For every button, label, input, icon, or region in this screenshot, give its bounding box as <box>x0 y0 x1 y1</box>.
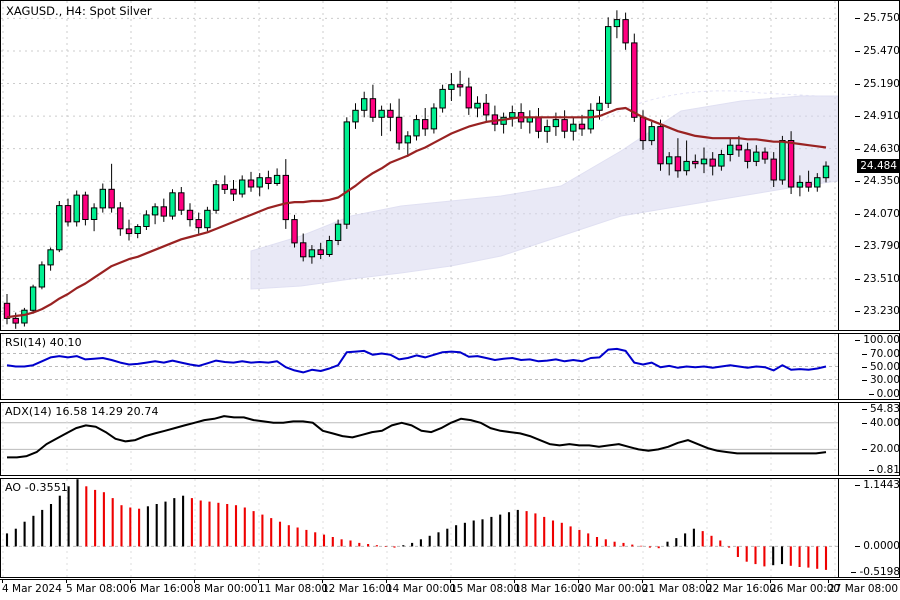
adx-panel[interactable]: ADX(14) 16.58 14.29 20.74 54.83 40.00 20.0… <box>0 402 900 476</box>
adx-chart-svg <box>1 403 838 475</box>
axis-tick-mark <box>855 181 861 183</box>
time-axis-label: 27 Mar 08:00 <box>828 579 898 595</box>
axis-tick-label: 40.00 <box>861 417 900 429</box>
axis-tick-mark <box>861 422 867 424</box>
time-axis-tick <box>322 579 323 583</box>
axis-tick-mark <box>855 546 861 548</box>
time-axis-tick <box>514 579 515 583</box>
axis-tick-label: 0.00 <box>868 388 900 400</box>
time-axis-tick <box>642 579 643 583</box>
axis-tick-mark <box>855 50 861 52</box>
axis-tick-label: 23.510 <box>855 273 900 285</box>
axis-tick-label: 30.00 <box>861 374 900 386</box>
axis-tick-label: -0.5198 <box>851 566 900 578</box>
axis-tick-label: 24.070 <box>855 208 900 220</box>
rsi-chart-svg <box>1 334 838 399</box>
ao-y-axis[interactable]: 1.1443 0.0000 -0.5198 <box>838 479 900 578</box>
axis-tick-label: 24.630 <box>855 143 900 155</box>
axis-tick-mark <box>855 311 861 313</box>
axis-tick-label: 24.910 <box>855 110 900 122</box>
axis-tick-mark <box>861 353 867 355</box>
time-axis-label: 8 Mar 00:00 <box>194 579 257 595</box>
axis-tick-label: 1.1443 <box>855 479 900 491</box>
axis-tick-mark <box>855 213 861 215</box>
axis-tick-label: 50.00 <box>861 361 900 373</box>
axis-tick-label: 100.00 <box>855 334 900 346</box>
price-panel[interactable]: XAGUSD., H4: Spot Silver 25.750 25.470 25.… <box>0 0 900 331</box>
axis-tick-label: 54.83 <box>861 403 900 415</box>
time-axis-label: 4 Mar 2024 <box>2 579 62 595</box>
rsi-label: RSI(14) 40.10 <box>5 336 82 349</box>
time-axis-tick <box>450 579 451 583</box>
chart-title: XAGUSD., H4: Spot Silver <box>6 4 152 18</box>
time-axis-label: 22 Mar 16:00 <box>706 579 776 595</box>
axis-tick-mark <box>855 116 861 118</box>
axis-tick-mark <box>855 246 861 248</box>
axis-tick-mark <box>861 409 867 410</box>
axis-tick-label: 25.470 <box>855 45 900 57</box>
adx-plot-area[interactable] <box>1 403 899 475</box>
axis-tick-label: 24.350 <box>855 175 900 187</box>
ma-line <box>6 106 827 319</box>
adx-line <box>7 415 827 459</box>
ao-panel[interactable]: AO -0.3551 1.1443 0.0000 -0.5198 <box>0 478 900 578</box>
time-axis-label: 14 Mar 00:00 <box>386 579 456 595</box>
adx-y-axis[interactable]: 54.83 40.00 20.00 0.81 <box>838 403 900 476</box>
time-axis-tick <box>66 579 67 583</box>
axis-tick-mark <box>868 394 874 395</box>
axis-tick-label: 20.00 <box>861 443 900 455</box>
axis-tick-label: 23.230 <box>855 305 900 317</box>
ichimoku-cloud <box>250 90 838 290</box>
adx-label: ADX(14) 16.58 14.29 20.74 <box>5 405 159 418</box>
rsi-plot-area[interactable] <box>1 334 899 399</box>
axis-tick-mark <box>855 340 861 341</box>
price-chart-svg <box>1 1 838 330</box>
ao-chart-svg <box>1 479 838 577</box>
time-axis-tick <box>386 579 387 583</box>
axis-tick-mark <box>855 278 861 280</box>
axis-tick-mark <box>855 148 861 150</box>
axis-tick-label: 0.0000 <box>855 540 900 552</box>
axis-tick-label: 25.190 <box>855 78 900 90</box>
current-price-tag: 24.484 <box>857 158 900 173</box>
rsi-panel[interactable]: RSI(14) 40.10 100.00 70.00 50.00 30.00 0.00 <box>0 333 900 400</box>
rsi-line <box>6 347 827 374</box>
axis-tick-label: 0.81 <box>868 464 900 476</box>
axis-tick-mark <box>861 379 867 381</box>
time-axis-label: 12 Mar 16:00 <box>322 579 392 595</box>
rsi-y-axis[interactable]: 100.00 70.00 50.00 30.00 0.00 <box>838 334 900 400</box>
time-axis-tick <box>258 579 259 583</box>
time-axis-tick <box>828 579 829 583</box>
time-axis-tick <box>706 579 707 583</box>
ao-plot-area[interactable] <box>1 479 899 577</box>
axis-tick-mark <box>868 470 874 471</box>
time-axis-tick <box>770 579 771 583</box>
axis-tick-mark <box>861 366 867 368</box>
time-axis-label: 15 Mar 08:00 <box>450 579 520 595</box>
time-axis-label: 26 Mar 00:00 <box>770 579 840 595</box>
axis-tick-mark <box>851 572 857 573</box>
time-axis-label: 11 Mar 08:00 <box>258 579 328 595</box>
axis-tick-mark <box>855 83 861 85</box>
axis-tick-mark <box>861 449 867 451</box>
axis-tick-mark <box>855 18 861 20</box>
time-axis-tick <box>194 579 195 583</box>
axis-tick-label: 70.00 <box>861 348 900 360</box>
time-axis-label: 6 Mar 16:00 <box>130 579 193 595</box>
time-axis-label: 20 Mar 00:00 <box>578 579 648 595</box>
axis-tick-mark <box>855 485 861 486</box>
time-axis-label: 21 Mar 08:00 <box>642 579 712 595</box>
time-axis[interactable]: 4 Mar 2024 5 Mar 08:00 6 Mar 16:00 8 Mar 00… <box>0 579 900 600</box>
time-axis-tick <box>130 579 131 583</box>
price-plot-area[interactable] <box>1 1 899 330</box>
time-axis-label: 18 Mar 16:00 <box>514 579 584 595</box>
time-axis-tick <box>2 579 3 583</box>
price-y-axis[interactable]: 25.750 25.470 25.190 24.910 24.630 24.350 24.0… <box>838 1 900 330</box>
time-axis-label: 5 Mar 08:00 <box>66 579 129 595</box>
ao-label: AO -0.3551 <box>5 481 68 494</box>
axis-tick-label: 25.750 <box>855 12 900 24</box>
time-axis-tick <box>578 579 579 583</box>
axis-tick-label: 23.790 <box>855 240 900 252</box>
